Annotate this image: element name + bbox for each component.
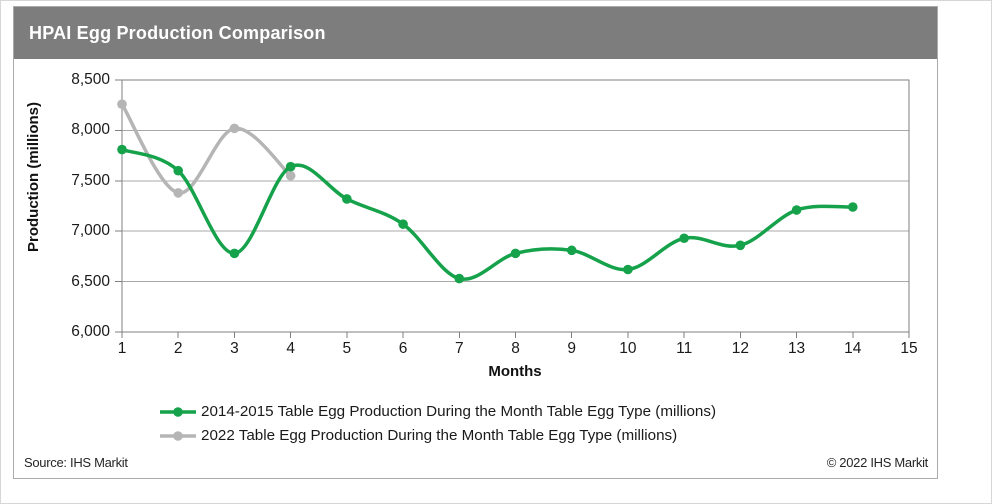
x-tick-label: 1 [117, 340, 127, 357]
chart-title-bar: HPAI Egg Production Comparison [14, 7, 937, 59]
chart-footer: Source: IHS Markit © 2022 IHS Markit [24, 453, 928, 471]
legend-label: 2022 Table Egg Production During the Mon… [201, 427, 678, 444]
chart-card: HPAI Egg Production Comparison Productio… [13, 6, 938, 479]
x-tick-label: 4 [286, 340, 295, 357]
x-tick-label: 10 [619, 340, 637, 357]
chart-legend: 2014-2015 Table Egg Production During th… [159, 403, 716, 444]
x-tick-label: 14 [844, 340, 862, 357]
axes-and-ticks [115, 79, 910, 338]
x-tick-label: 9 [567, 340, 577, 357]
y-tick-label: 7,000 [71, 222, 110, 240]
source-note: Source: IHS Markit [24, 454, 128, 470]
x-tick-label: 3 [230, 340, 239, 357]
legend-swatch-icon [160, 430, 196, 441]
copyright-note: © 2022 IHS Markit [826, 454, 929, 470]
y-tick-label: 6,000 [71, 323, 110, 340]
legend-item: 2014-2015 Table Egg Production During th… [159, 403, 716, 420]
x-tick-label: 7 [454, 340, 464, 357]
x-axis-title: Months [488, 363, 542, 380]
x-tick-label: 12 [731, 340, 749, 357]
y-tick-label: 6,500 [71, 272, 110, 290]
y-tick-label: 7,500 [71, 171, 110, 189]
legend-label: 2014-2015 Table Egg Production During th… [201, 403, 717, 420]
y-tick-label: 8,000 [71, 121, 110, 139]
legend-item: 2022 Table Egg Production During the Mon… [159, 427, 716, 444]
x-tick-label: 6 [398, 340, 408, 357]
x-tick-label: 8 [511, 340, 520, 357]
gridlines [122, 79, 909, 333]
x-tick-label: 13 [787, 340, 806, 357]
legend-swatch-icon [160, 406, 196, 417]
y-tick-label: 8,500 [71, 71, 110, 88]
x-tick-label: 2 [173, 340, 183, 357]
data-series [117, 99, 858, 284]
chart-title: HPAI Egg Production Comparison [29, 22, 326, 43]
x-tick-label: 5 [342, 340, 352, 357]
x-tick-label: 11 [676, 340, 693, 357]
x-tick-label: 15 [900, 340, 918, 357]
chart-body: Production (millions) 6,000 6,500 7,000 7,5… [14, 59, 937, 478]
line-chart-plot [115, 79, 910, 338]
